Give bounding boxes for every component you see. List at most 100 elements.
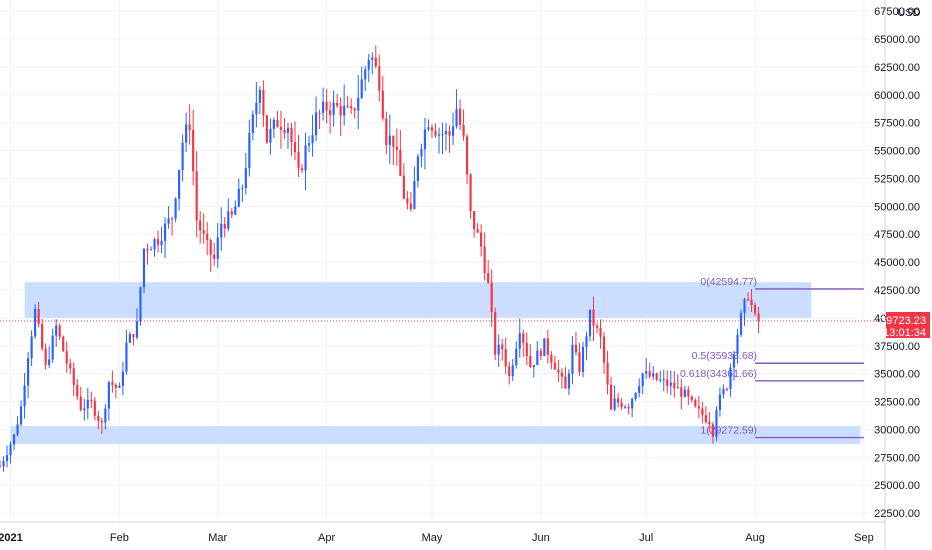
candle-body[interactable] [673, 382, 676, 389]
candle-body[interactable] [83, 408, 86, 410]
candle-body[interactable] [525, 343, 528, 357]
candle-body[interactable] [694, 399, 697, 407]
candle-body[interactable] [437, 134, 441, 136]
price-zone[interactable] [24, 282, 812, 318]
candle-body[interactable] [501, 344, 504, 350]
candle-body[interactable] [272, 119, 276, 129]
candle-body[interactable] [750, 299, 753, 306]
price-zone[interactable] [10, 426, 861, 444]
candle-body[interactable] [757, 313, 760, 321]
candle-body[interactable] [381, 90, 384, 119]
price-axis[interactable]: 22500.00 25000.00 27500.00 30000.00 32500.00… [874, 6, 920, 520]
candle-body[interactable] [371, 57, 374, 60]
candle-body[interactable] [188, 124, 191, 130]
candle-body[interactable] [307, 143, 311, 146]
candle-body[interactable] [617, 398, 620, 403]
candle-body[interactable] [722, 388, 725, 395]
candle-body[interactable] [402, 175, 405, 199]
candle-body[interactable] [146, 248, 149, 251]
candle-body[interactable] [416, 156, 420, 181]
candle-body[interactable] [718, 394, 722, 411]
candle-body[interactable] [480, 232, 483, 247]
candle-body[interactable] [560, 372, 563, 377]
candle-body[interactable] [125, 342, 128, 372]
candle-body[interactable] [473, 211, 476, 230]
candle-body[interactable] [666, 379, 669, 386]
candle-body[interactable] [220, 223, 223, 238]
candle-body[interactable] [300, 168, 304, 171]
candle-body[interactable] [655, 373, 658, 380]
candle-body[interactable] [469, 174, 472, 212]
candle-body[interactable] [76, 384, 79, 397]
candle-body[interactable] [100, 420, 103, 423]
candle-body[interactable] [230, 211, 233, 215]
support-resistance-zones[interactable] [10, 282, 861, 444]
candle-body[interactable] [465, 136, 469, 175]
candle-body[interactable] [364, 69, 367, 80]
candle-body[interactable] [595, 325, 599, 328]
candle-body[interactable] [736, 334, 739, 355]
candle-body[interactable] [153, 239, 156, 250]
candle-body[interactable] [553, 362, 556, 370]
candle-body[interactable] [567, 373, 571, 389]
candle-body[interactable] [339, 105, 342, 116]
candle-body[interactable] [423, 129, 427, 150]
candle-body[interactable] [16, 424, 19, 435]
candle-body[interactable] [216, 237, 219, 260]
candle-body[interactable] [715, 410, 718, 437]
candle-body[interactable] [462, 124, 465, 137]
candle-body[interactable] [227, 211, 230, 229]
candle-body[interactable] [258, 89, 261, 103]
candle-body[interactable] [602, 336, 606, 363]
candle-body[interactable] [392, 135, 395, 147]
candle-body[interactable] [286, 127, 290, 133]
candle-body[interactable] [48, 359, 51, 365]
candle-body[interactable] [367, 59, 370, 70]
candle-body[interactable] [2, 461, 5, 467]
candle-body[interactable] [293, 142, 297, 153]
candle-body[interactable] [79, 396, 82, 410]
candle-body[interactable] [578, 352, 581, 372]
candle-body[interactable] [44, 348, 47, 365]
candle-body[interactable] [251, 114, 254, 133]
candle-body[interactable] [192, 129, 195, 172]
candle-body[interactable] [574, 344, 578, 353]
candle-body[interactable] [490, 282, 493, 313]
candle-body[interactable] [592, 309, 595, 326]
candle-body[interactable] [62, 336, 65, 352]
candle-body[interactable] [170, 218, 174, 220]
candle-body[interactable] [195, 171, 198, 221]
candle-body[interactable] [276, 119, 279, 127]
candle-body[interactable] [557, 369, 560, 373]
candle-body[interactable] [753, 305, 757, 314]
candle-body[interactable] [571, 344, 574, 374]
candle-body[interactable] [427, 127, 430, 130]
candle-body[interactable] [51, 335, 54, 360]
candle-body[interactable] [441, 134, 444, 136]
candle-body[interactable] [97, 415, 100, 421]
candle-body[interactable] [546, 338, 549, 355]
candle-body[interactable] [279, 126, 283, 130]
candle-body[interactable] [167, 218, 170, 224]
candle-body[interactable] [711, 424, 715, 437]
candle-body[interactable] [118, 385, 121, 388]
candle-body[interactable] [690, 396, 693, 400]
candle-body[interactable] [430, 127, 434, 131]
candle-body[interactable] [458, 108, 462, 125]
candle-body[interactable] [0, 466, 2, 468]
candle-body[interactable] [132, 334, 135, 338]
candle-body[interactable] [199, 220, 202, 231]
candle-body[interactable] [262, 89, 265, 116]
candle-body[interactable] [304, 145, 307, 171]
candle-body[interactable] [149, 249, 153, 251]
candle-body[interactable] [121, 371, 125, 386]
candle-body[interactable] [283, 129, 286, 133]
candle-body[interactable] [248, 132, 251, 169]
candle-body[interactable] [599, 327, 602, 337]
candle-body[interactable] [41, 323, 44, 349]
candle-body[interactable] [399, 149, 402, 176]
candle-body[interactable] [683, 389, 686, 397]
candle-body[interactable] [104, 408, 107, 423]
candle-body[interactable] [406, 198, 409, 204]
